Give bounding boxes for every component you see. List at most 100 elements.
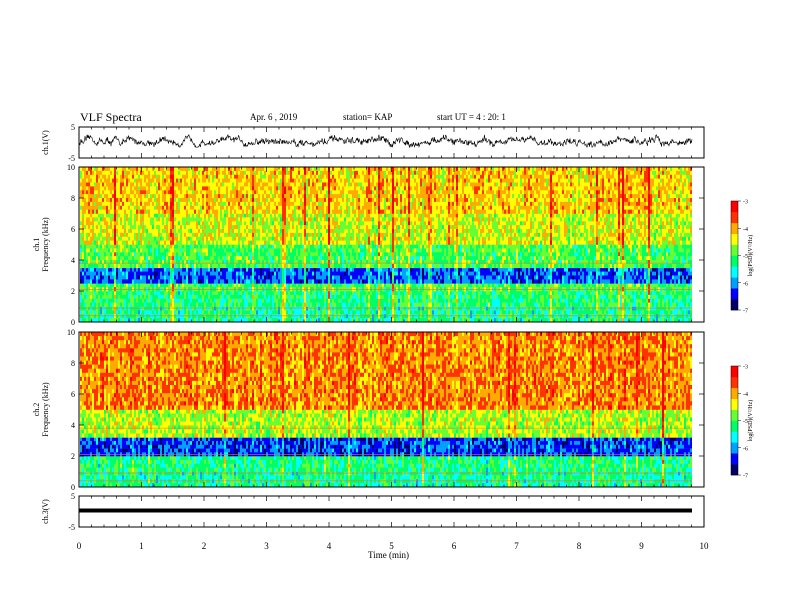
ch1-spectrogram-cell bbox=[192, 256, 194, 261]
ch1-spectrogram-cell bbox=[134, 271, 136, 276]
ch1-spectrogram-cell bbox=[294, 240, 296, 245]
ch1-spectrogram-cell bbox=[132, 314, 134, 319]
ch1-spectrogram-cell bbox=[232, 283, 234, 288]
ch1-spectrogram-cell bbox=[98, 221, 100, 226]
ch1-spectrogram-cell bbox=[138, 252, 140, 257]
ch1-spectrogram-cell bbox=[272, 225, 274, 230]
ch1-spectrogram-cell bbox=[154, 283, 156, 288]
ch1-spectrogram-cell bbox=[206, 302, 208, 307]
ch1-spectrogram-cell bbox=[208, 302, 210, 307]
ch1-spectrogram-cell bbox=[284, 310, 286, 315]
ch1-spectrogram-cell bbox=[184, 263, 186, 269]
ch1-spectrogram-cell bbox=[274, 217, 276, 222]
ch1-spectrogram-cell bbox=[182, 314, 184, 319]
ch1-spectrogram-cell bbox=[156, 167, 158, 172]
ch1-spectrogram-cell bbox=[264, 279, 266, 284]
ch1-spectrogram-cell bbox=[80, 182, 82, 187]
ch1-spectrogram-cell bbox=[168, 190, 170, 195]
ch1-spectrogram-cell bbox=[98, 252, 100, 257]
ch1-spectrogram-cell bbox=[150, 291, 152, 296]
ch1-spectrogram-cell bbox=[116, 229, 118, 234]
ch1-spectrogram-cell bbox=[238, 221, 240, 226]
ch1-spectrogram-cell bbox=[188, 298, 190, 303]
ch1-spectrogram-cell bbox=[108, 291, 110, 296]
ch1-spectrogram-cell bbox=[180, 182, 182, 187]
ch1-spectrogram-cell bbox=[158, 229, 160, 234]
ch1-spectrogram-cell bbox=[168, 256, 170, 261]
ch1-spectrogram-cell bbox=[192, 302, 194, 307]
ch1-spectrogram-cell bbox=[238, 275, 240, 280]
ch1-spectrogram-cell bbox=[234, 267, 236, 272]
ch1-spectrogram-cell bbox=[260, 310, 262, 315]
ch1-spectrogram-cell bbox=[146, 263, 148, 269]
ch1-spectrogram-cell bbox=[270, 221, 272, 226]
ch1-spectrogram-cell bbox=[90, 232, 92, 238]
ch1-spectrogram-cell bbox=[130, 302, 132, 307]
ch1-spectrogram-cell bbox=[106, 260, 108, 265]
ch1-spectrogram-cell bbox=[82, 194, 84, 199]
ch1-spectrogram-cell bbox=[112, 302, 114, 307]
ch1-spectrogram-cell bbox=[230, 201, 232, 207]
ch1-spectrogram-cell bbox=[280, 271, 282, 276]
ch1-spectrogram-cell bbox=[136, 318, 138, 323]
ch1-spectrogram-cell bbox=[122, 267, 124, 272]
ch1-spectrogram-cell bbox=[234, 302, 236, 307]
ch1-spectrogram-cell bbox=[306, 225, 308, 230]
ch1-spectrogram-cell bbox=[280, 306, 282, 311]
ch1-spectrogram-cell bbox=[216, 182, 218, 187]
ch1-spectrogram-cell bbox=[228, 182, 230, 187]
ch1-spectrogram-cell bbox=[138, 213, 140, 218]
ch1-spectrogram-cell bbox=[242, 263, 244, 269]
ch1-spectrogram-cell bbox=[262, 283, 264, 288]
ch1-spectrogram-cell bbox=[106, 240, 108, 245]
ch1-spectrogram-cell bbox=[276, 271, 278, 276]
ch1-spectrogram-cell bbox=[84, 260, 86, 265]
ch1-spectrogram-cell bbox=[320, 306, 322, 311]
ch1-spectrogram-cell bbox=[96, 240, 98, 245]
ch1-spectrogram-cell bbox=[158, 205, 160, 210]
ch1-spectrogram-cell bbox=[110, 302, 112, 307]
ch1-spectrogram-cell bbox=[188, 240, 190, 245]
ch1-spectrogram-cell bbox=[136, 217, 138, 222]
ch1-spectrogram-cell bbox=[298, 174, 300, 179]
ch1-spectrogram-cell bbox=[152, 291, 154, 296]
ch1-spectrogram-cell bbox=[306, 174, 308, 179]
ch1-spectrogram-cell bbox=[166, 213, 168, 218]
ch1-spectrogram-cell bbox=[170, 318, 172, 323]
ch1-spectrogram-cell bbox=[134, 256, 136, 261]
ch1-spectrogram-cell bbox=[306, 298, 308, 303]
ch1-spectrogram-cell bbox=[312, 260, 314, 265]
ch1-spectrogram-cell bbox=[84, 298, 86, 303]
ch1-spectrogram-cell bbox=[106, 167, 108, 172]
ch1-spectrogram-cell bbox=[224, 194, 226, 199]
ch1-spectrogram-cell bbox=[310, 236, 312, 241]
ch1-spectrogram-cell bbox=[276, 194, 278, 199]
ch1-spectrogram-cell bbox=[220, 283, 222, 288]
ch1-spectrogram-cell bbox=[252, 167, 254, 172]
ch1-spectrogram-cell bbox=[210, 190, 212, 195]
ch1-spectrogram-cell bbox=[274, 263, 276, 269]
ch1-spectrogram-cell bbox=[198, 225, 200, 230]
ch1-spectrogram-cell bbox=[290, 229, 292, 234]
ch1-spectrogram-cell bbox=[166, 209, 168, 214]
ch1-spectrogram-cell bbox=[252, 318, 254, 323]
ch1-spectrogram-cell bbox=[244, 267, 246, 272]
ch1-spectrogram-cell bbox=[150, 260, 152, 265]
ch1-spectrogram-cell bbox=[302, 248, 304, 253]
ch1-spectrogram-cell bbox=[222, 263, 224, 269]
ch1-spectrogram-cell bbox=[100, 186, 102, 191]
ch1-spectrogram-cell bbox=[142, 252, 144, 257]
ch1-spectrogram-cell bbox=[158, 186, 160, 191]
ch1-spectrogram-cell bbox=[292, 318, 294, 323]
ch1-spectrogram-cell bbox=[182, 236, 184, 241]
ch1-spectrogram-cell bbox=[108, 186, 110, 191]
ch1-spectrogram-cell bbox=[244, 205, 246, 210]
ch1-spectrogram-cell bbox=[128, 205, 130, 210]
ch1-spectrogram-cell bbox=[118, 174, 120, 179]
ch1-spectrogram-cell bbox=[134, 260, 136, 265]
ch1-spectrogram-cell bbox=[320, 260, 322, 265]
ch1-spectrogram-cell bbox=[276, 221, 278, 226]
ch1-spectrogram-cell bbox=[280, 170, 282, 176]
ch1-spectrogram-cell bbox=[130, 271, 132, 276]
ch1-spectrogram-cell bbox=[118, 170, 120, 176]
